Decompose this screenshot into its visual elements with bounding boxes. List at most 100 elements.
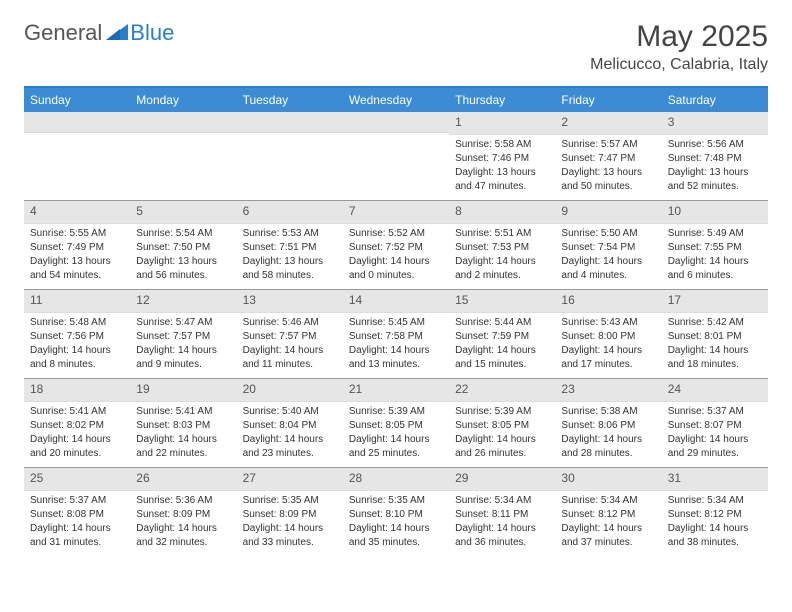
daylight2-text: and 35 minutes. bbox=[349, 536, 443, 549]
day-number bbox=[130, 112, 236, 133]
daylight1-text: Daylight: 14 hours bbox=[30, 433, 124, 446]
day-number: 27 bbox=[237, 468, 343, 491]
week-row: 1Sunrise: 5:58 AMSunset: 7:46 PMDaylight… bbox=[24, 112, 768, 201]
daylight2-text: and 38 minutes. bbox=[668, 536, 762, 549]
daylight2-text: and 17 minutes. bbox=[561, 358, 655, 371]
daylight2-text: and 37 minutes. bbox=[561, 536, 655, 549]
logo-triangle-icon bbox=[106, 24, 128, 43]
daylight2-text: and 6 minutes. bbox=[668, 269, 762, 282]
page-header: General Blue May 2025 Melicucco, Calabri… bbox=[24, 20, 768, 74]
calendar-cell: 16Sunrise: 5:43 AMSunset: 8:00 PMDayligh… bbox=[555, 290, 661, 378]
daylight1-text: Daylight: 14 hours bbox=[561, 433, 655, 446]
day-info: Sunrise: 5:44 AMSunset: 7:59 PMDaylight:… bbox=[449, 313, 555, 378]
daylight2-text: and 50 minutes. bbox=[561, 180, 655, 193]
sunrise-text: Sunrise: 5:39 AM bbox=[455, 405, 549, 418]
daylight2-text: and 52 minutes. bbox=[668, 180, 762, 193]
calendar-cell: 15Sunrise: 5:44 AMSunset: 7:59 PMDayligh… bbox=[449, 290, 555, 378]
sunset-text: Sunset: 7:57 PM bbox=[136, 330, 230, 343]
sunset-text: Sunset: 8:04 PM bbox=[243, 419, 337, 432]
daylight1-text: Daylight: 14 hours bbox=[668, 522, 762, 535]
sunset-text: Sunset: 8:12 PM bbox=[668, 508, 762, 521]
day-info: Sunrise: 5:34 AMSunset: 8:12 PMDaylight:… bbox=[662, 491, 768, 556]
sunset-text: Sunset: 8:08 PM bbox=[30, 508, 124, 521]
daylight2-text: and 11 minutes. bbox=[243, 358, 337, 371]
daylight2-text: and 31 minutes. bbox=[30, 536, 124, 549]
daylight1-text: Daylight: 13 hours bbox=[243, 255, 337, 268]
daylight1-text: Daylight: 14 hours bbox=[455, 522, 549, 535]
day-info: Sunrise: 5:54 AMSunset: 7:50 PMDaylight:… bbox=[130, 224, 236, 289]
daylight1-text: Daylight: 14 hours bbox=[561, 522, 655, 535]
sunrise-text: Sunrise: 5:57 AM bbox=[561, 138, 655, 151]
daylight1-text: Daylight: 14 hours bbox=[349, 433, 443, 446]
sunrise-text: Sunrise: 5:34 AM bbox=[668, 494, 762, 507]
day-number: 20 bbox=[237, 379, 343, 402]
daylight2-text: and 18 minutes. bbox=[668, 358, 762, 371]
daylight2-text: and 2 minutes. bbox=[455, 269, 549, 282]
daylight1-text: Daylight: 14 hours bbox=[136, 522, 230, 535]
day-info: Sunrise: 5:57 AMSunset: 7:47 PMDaylight:… bbox=[555, 135, 661, 200]
calendar-cell: 1Sunrise: 5:58 AMSunset: 7:46 PMDaylight… bbox=[449, 112, 555, 200]
week-row: 4Sunrise: 5:55 AMSunset: 7:49 PMDaylight… bbox=[24, 201, 768, 290]
day-info: Sunrise: 5:43 AMSunset: 8:00 PMDaylight:… bbox=[555, 313, 661, 378]
day-number: 24 bbox=[662, 379, 768, 402]
calendar-cell: 20Sunrise: 5:40 AMSunset: 8:04 PMDayligh… bbox=[237, 379, 343, 467]
day-info: Sunrise: 5:52 AMSunset: 7:52 PMDaylight:… bbox=[343, 224, 449, 289]
day-info: Sunrise: 5:47 AMSunset: 7:57 PMDaylight:… bbox=[130, 313, 236, 378]
daylight1-text: Daylight: 14 hours bbox=[668, 344, 762, 357]
daylight1-text: Daylight: 14 hours bbox=[30, 344, 124, 357]
sunset-text: Sunset: 8:09 PM bbox=[136, 508, 230, 521]
daylight2-text: and 4 minutes. bbox=[561, 269, 655, 282]
sunset-text: Sunset: 7:47 PM bbox=[561, 152, 655, 165]
daylight2-text: and 56 minutes. bbox=[136, 269, 230, 282]
day-number: 31 bbox=[662, 468, 768, 491]
daylight2-text: and 36 minutes. bbox=[455, 536, 549, 549]
sunrise-text: Sunrise: 5:49 AM bbox=[668, 227, 762, 240]
sunrise-text: Sunrise: 5:56 AM bbox=[668, 138, 762, 151]
day-number: 19 bbox=[130, 379, 236, 402]
daylight1-text: Daylight: 14 hours bbox=[30, 522, 124, 535]
day-info: Sunrise: 5:49 AMSunset: 7:55 PMDaylight:… bbox=[662, 224, 768, 289]
calendar-cell: 13Sunrise: 5:46 AMSunset: 7:57 PMDayligh… bbox=[237, 290, 343, 378]
logo-text-blue: Blue bbox=[130, 20, 174, 46]
day-number bbox=[24, 112, 130, 133]
calendar-cell: 26Sunrise: 5:36 AMSunset: 8:09 PMDayligh… bbox=[130, 468, 236, 556]
day-number: 6 bbox=[237, 201, 343, 224]
calendar-cell bbox=[237, 112, 343, 200]
sunrise-text: Sunrise: 5:52 AM bbox=[349, 227, 443, 240]
day-header-row: SundayMondayTuesdayWednesdayThursdayFrid… bbox=[24, 88, 768, 112]
calendar-cell: 5Sunrise: 5:54 AMSunset: 7:50 PMDaylight… bbox=[130, 201, 236, 289]
calendar-cell: 12Sunrise: 5:47 AMSunset: 7:57 PMDayligh… bbox=[130, 290, 236, 378]
daylight2-text: and 13 minutes. bbox=[349, 358, 443, 371]
sunrise-text: Sunrise: 5:46 AM bbox=[243, 316, 337, 329]
sunrise-text: Sunrise: 5:42 AM bbox=[668, 316, 762, 329]
day-info: Sunrise: 5:48 AMSunset: 7:56 PMDaylight:… bbox=[24, 313, 130, 378]
sunrise-text: Sunrise: 5:50 AM bbox=[561, 227, 655, 240]
daylight1-text: Daylight: 14 hours bbox=[136, 344, 230, 357]
sunset-text: Sunset: 7:54 PM bbox=[561, 241, 655, 254]
calendar-cell: 18Sunrise: 5:41 AMSunset: 8:02 PMDayligh… bbox=[24, 379, 130, 467]
sunrise-text: Sunrise: 5:54 AM bbox=[136, 227, 230, 240]
calendar-cell: 27Sunrise: 5:35 AMSunset: 8:09 PMDayligh… bbox=[237, 468, 343, 556]
sunrise-text: Sunrise: 5:45 AM bbox=[349, 316, 443, 329]
sunrise-text: Sunrise: 5:41 AM bbox=[136, 405, 230, 418]
day-number bbox=[343, 112, 449, 133]
day-number: 13 bbox=[237, 290, 343, 313]
daylight1-text: Daylight: 13 hours bbox=[136, 255, 230, 268]
sunset-text: Sunset: 7:59 PM bbox=[455, 330, 549, 343]
calendar-cell: 30Sunrise: 5:34 AMSunset: 8:12 PMDayligh… bbox=[555, 468, 661, 556]
day-info: Sunrise: 5:41 AMSunset: 8:03 PMDaylight:… bbox=[130, 402, 236, 467]
sunset-text: Sunset: 8:02 PM bbox=[30, 419, 124, 432]
location-text: Melicucco, Calabria, Italy bbox=[590, 56, 768, 74]
sunrise-text: Sunrise: 5:39 AM bbox=[349, 405, 443, 418]
sunset-text: Sunset: 7:56 PM bbox=[30, 330, 124, 343]
day-number: 2 bbox=[555, 112, 661, 135]
calendar-cell: 24Sunrise: 5:37 AMSunset: 8:07 PMDayligh… bbox=[662, 379, 768, 467]
daylight2-text: and 29 minutes. bbox=[668, 447, 762, 460]
calendar-cell: 4Sunrise: 5:55 AMSunset: 7:49 PMDaylight… bbox=[24, 201, 130, 289]
day-info: Sunrise: 5:53 AMSunset: 7:51 PMDaylight:… bbox=[237, 224, 343, 289]
month-title: May 2025 bbox=[590, 20, 768, 54]
daylight1-text: Daylight: 14 hours bbox=[243, 433, 337, 446]
day-number: 5 bbox=[130, 201, 236, 224]
daylight1-text: Daylight: 14 hours bbox=[349, 344, 443, 357]
calendar-cell: 23Sunrise: 5:38 AMSunset: 8:06 PMDayligh… bbox=[555, 379, 661, 467]
